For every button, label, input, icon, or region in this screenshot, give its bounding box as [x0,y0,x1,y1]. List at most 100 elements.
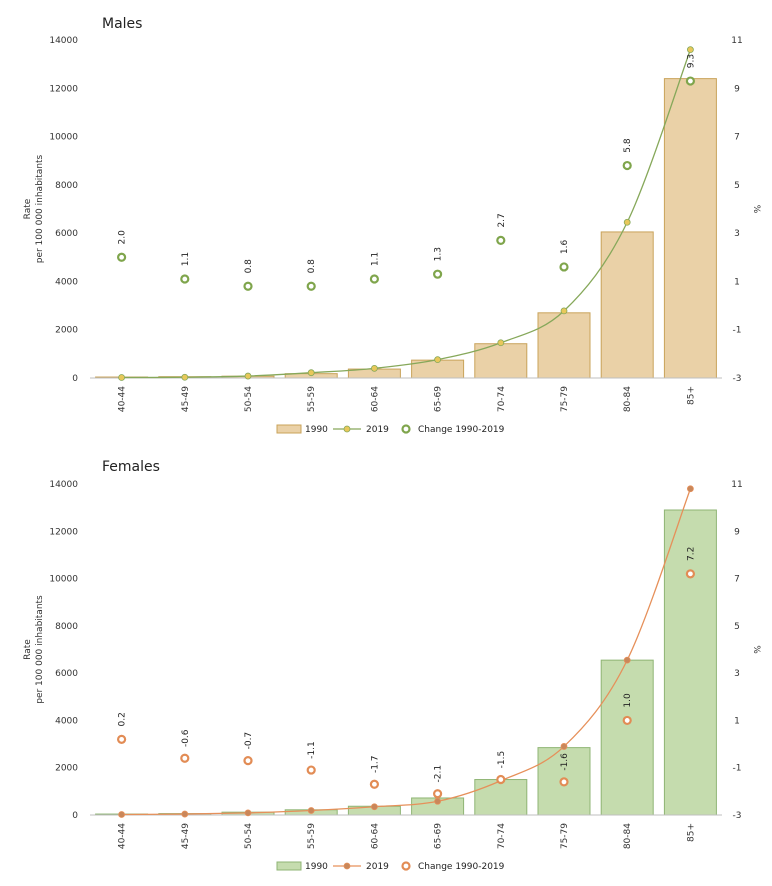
point-change [180,753,190,763]
x-tick-label: 45-49 [181,823,191,849]
change-data-label: 1.6 [560,240,570,255]
y2-tick-label: 7 [734,133,740,143]
y-tick-label: 4000 [55,716,78,726]
y-tick-label: 4000 [55,277,78,287]
point-change [369,779,379,789]
y-tick-label: 12000 [49,84,78,94]
chart-title: Males [102,16,142,32]
legend-swatch-change [401,861,411,871]
y2-tick-label: 3 [734,229,740,239]
point-2019 [244,372,252,380]
point-change [433,269,443,279]
x-tick-label: 40-44 [118,823,128,849]
legend-swatch-2019-marker [343,862,351,870]
x-tick-label: 80-84 [623,823,633,849]
point-2019 [118,811,125,818]
point-change [180,274,190,284]
y-axis-label-line1: Rate [23,198,33,219]
change-data-label: 1.0 [623,693,633,708]
point-change [433,789,443,799]
point-change [116,252,127,262]
legend-swatch-1990 [276,424,302,434]
point-change [685,569,696,579]
y-tick-label: 2000 [55,326,78,336]
point-change [369,274,379,284]
point-2019 [623,218,631,226]
point-2019 [560,743,568,750]
y-tick-label: 10000 [49,133,78,143]
change-data-label: -1.5 [497,751,507,769]
y-tick-label: 8000 [55,622,78,632]
x-tick-label: 85+ [686,386,696,405]
point-change [306,765,316,775]
y2-tick-label: 9 [734,527,740,537]
point-change [116,734,127,744]
x-tick-label: 60-64 [370,386,380,412]
y2-tick-label: -3 [733,374,742,384]
y2-tick-label: 5 [734,181,740,191]
change-data-label: 9.3 [686,54,696,68]
legend-label-2019: 2019 [366,425,389,435]
point-change [622,715,632,726]
point-2019 [370,364,378,372]
change-data-label: 0.8 [244,259,254,274]
change-data-label: 1.3 [434,247,444,261]
change-data-label: 1.1 [370,252,380,266]
change-data-label: 0.8 [307,259,317,274]
bar-1990 [663,78,717,379]
x-tick-label: 70-74 [497,386,507,412]
y2-tick-label: 1 [734,277,740,287]
x-tick-label: 55-59 [307,823,317,849]
bar-1990 [600,659,654,816]
point-2019 [687,46,694,54]
y2-tick-label: -3 [733,811,742,821]
point-2019 [307,807,315,814]
point-change [685,76,696,86]
x-tick-label: 40-44 [118,386,128,412]
y2-tick-label: 7 [734,575,740,585]
y-tick-label: 0 [72,811,78,821]
y2-tick-label: 11 [731,480,742,490]
point-change [559,262,569,272]
point-2019 [560,307,568,315]
y-tick-label: 2000 [55,764,78,774]
legend-swatch-change [401,424,411,434]
x-tick-label: 75-79 [560,823,570,849]
x-tick-label: 50-54 [244,823,254,849]
legend-label-1990: 1990 [305,862,328,872]
y-tick-label: 14000 [49,480,78,490]
legend-swatch-2019-marker [343,425,351,433]
point-change [559,777,569,787]
change-data-label: 2.7 [497,213,507,227]
point-2019 [118,374,125,381]
change-data-label: -1.6 [560,753,570,771]
y-tick-label: 12000 [49,527,78,537]
x-tick-label: 50-54 [244,386,254,412]
point-2019 [244,809,252,817]
legend-swatch-1990 [276,861,302,871]
point-2019 [370,803,378,811]
point-2019 [434,356,442,364]
y-tick-label: 0 [72,374,78,384]
y2-axis-label: % [751,645,761,654]
x-tick-label: 75-79 [560,386,570,412]
y-tick-label: 8000 [55,181,78,191]
point-2019 [687,485,694,493]
y-tick-label: 6000 [55,229,78,239]
point-2019 [181,373,189,381]
y-axis-label-line1: Rate [23,639,33,660]
bar-1990 [663,509,717,816]
y2-axis-label: % [751,205,761,214]
change-data-label: 5.8 [623,138,633,153]
point-change [306,281,316,291]
bar-1990 [537,312,591,379]
point-2019 [181,810,189,818]
bar-1990 [474,779,528,816]
bar-1990 [474,343,528,379]
y2-tick-label: 1 [734,716,740,726]
change-data-label: -1.1 [307,741,317,759]
y2-tick-label: 5 [734,622,740,632]
y-tick-label: 10000 [49,575,78,585]
change-data-label: -0.6 [181,729,191,747]
legend-label-2019: 2019 [366,862,389,872]
